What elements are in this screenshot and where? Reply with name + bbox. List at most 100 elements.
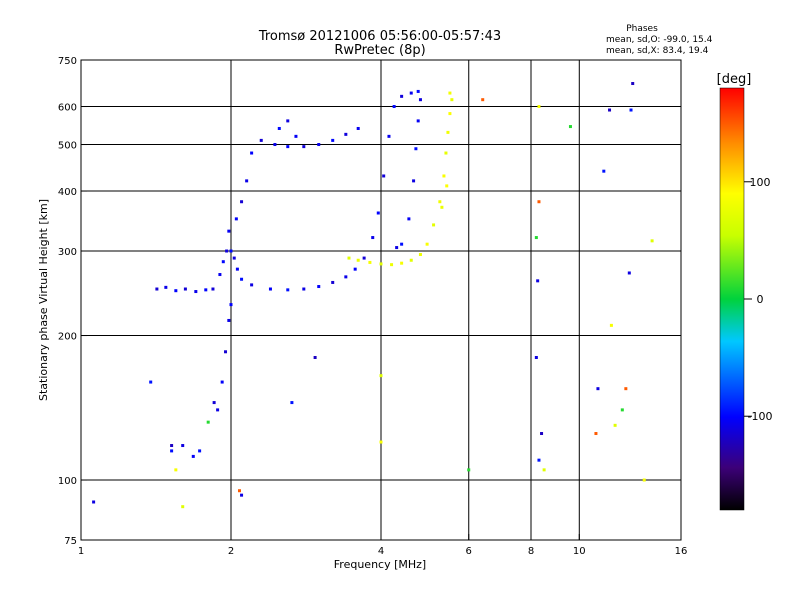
data-point <box>229 303 233 307</box>
data-point <box>400 94 404 98</box>
data-point <box>353 267 357 271</box>
data-point <box>250 151 254 155</box>
data-point <box>650 239 654 243</box>
data-point <box>407 217 411 221</box>
data-point <box>409 258 413 262</box>
data-point <box>596 387 600 391</box>
data-point <box>302 145 306 149</box>
y-tick-label: 100 <box>58 476 77 487</box>
data-point <box>149 380 153 384</box>
data-point <box>620 408 624 412</box>
grid-lines <box>81 60 681 540</box>
data-point <box>286 288 290 292</box>
data-point <box>642 478 646 482</box>
data-point <box>382 174 386 178</box>
data-point <box>356 126 360 130</box>
data-point <box>317 285 321 289</box>
x-tick-label: 2 <box>228 546 234 557</box>
data-point <box>216 408 220 412</box>
x-tick-label: 6 <box>466 546 472 557</box>
y-tick-label: 750 <box>58 56 77 67</box>
x-tick-label: 1 <box>78 546 84 557</box>
data-point <box>376 211 380 215</box>
data-point <box>232 256 236 260</box>
data-point <box>155 287 159 291</box>
stats-line-o: mean, sd,O: -99.0, 15.4 <box>606 35 713 45</box>
y-axis-ticks: 75 100 200 300 400 500 600 750 <box>58 56 87 547</box>
y-tick-label: 500 <box>58 141 77 152</box>
data-point <box>409 91 413 95</box>
y-tick-label: 600 <box>58 103 77 114</box>
x-axis-ticks: 1 2 4 6 8 10 16 <box>78 534 687 557</box>
data-point <box>425 242 429 246</box>
data-point <box>174 289 178 293</box>
data-point <box>418 253 422 257</box>
data-point <box>534 355 538 359</box>
data-point <box>235 267 239 271</box>
data-point <box>290 401 294 405</box>
data-point <box>481 98 485 102</box>
data-point <box>395 246 399 250</box>
data-point <box>204 288 208 292</box>
data-point <box>440 205 444 209</box>
data-point <box>181 444 185 448</box>
colorbar <box>719 87 745 511</box>
data-point <box>629 108 633 112</box>
data-point <box>227 229 231 233</box>
data-point <box>537 200 541 204</box>
stats-line-x: mean, sd,X: 83.4, 19.4 <box>606 46 709 56</box>
data-point <box>294 134 298 138</box>
data-point <box>400 242 404 246</box>
data-point <box>379 440 383 444</box>
data-point <box>448 91 452 95</box>
data-point <box>390 263 394 267</box>
data-point <box>331 138 335 142</box>
data-point <box>400 261 404 265</box>
data-point <box>273 143 277 147</box>
colorbar-ticks: 100 0 -100 <box>744 176 772 423</box>
data-point <box>194 290 198 294</box>
data-point <box>414 147 418 151</box>
y-axis-label: Stationary phase Virtual Height [km] <box>37 199 50 401</box>
data-point <box>387 134 391 138</box>
data-point <box>627 271 631 275</box>
data-point <box>240 493 244 497</box>
colorbar-tick-label: -100 <box>748 410 773 423</box>
data-point <box>245 179 249 183</box>
data-point <box>594 432 598 436</box>
data-point <box>240 277 244 281</box>
data-point <box>344 275 348 279</box>
data-point <box>198 449 202 453</box>
data-point <box>444 151 448 155</box>
data-point <box>183 287 187 291</box>
data-point <box>347 256 351 260</box>
chart-subtitle: RwPretec (8p) <box>334 43 425 58</box>
data-point <box>379 374 383 378</box>
data-point <box>344 132 348 136</box>
data-point <box>450 98 454 102</box>
data-point <box>170 444 174 448</box>
x-tick-label: 8 <box>528 546 534 557</box>
chart-title: Tromsø 20121006 05:56:00-05:57:43 <box>258 29 501 44</box>
data-point <box>371 236 375 240</box>
data-point <box>211 287 215 291</box>
data-point <box>174 468 178 472</box>
colorbar-label: [deg] <box>717 72 752 87</box>
data-point <box>448 112 452 116</box>
data-point <box>613 423 617 427</box>
colorbar-tick-label: 0 <box>757 293 764 306</box>
data-point <box>418 98 422 102</box>
data-point <box>224 350 228 354</box>
data-point <box>445 184 449 188</box>
data-point <box>467 468 471 472</box>
data-point <box>379 262 383 266</box>
y-tick-label: 75 <box>64 536 77 547</box>
colorbar-tick-label: 100 <box>750 176 771 189</box>
y-tick-label: 400 <box>58 187 77 198</box>
data-point <box>218 273 222 277</box>
data-point <box>602 169 606 173</box>
data-point <box>609 323 613 327</box>
data-point <box>432 223 436 227</box>
